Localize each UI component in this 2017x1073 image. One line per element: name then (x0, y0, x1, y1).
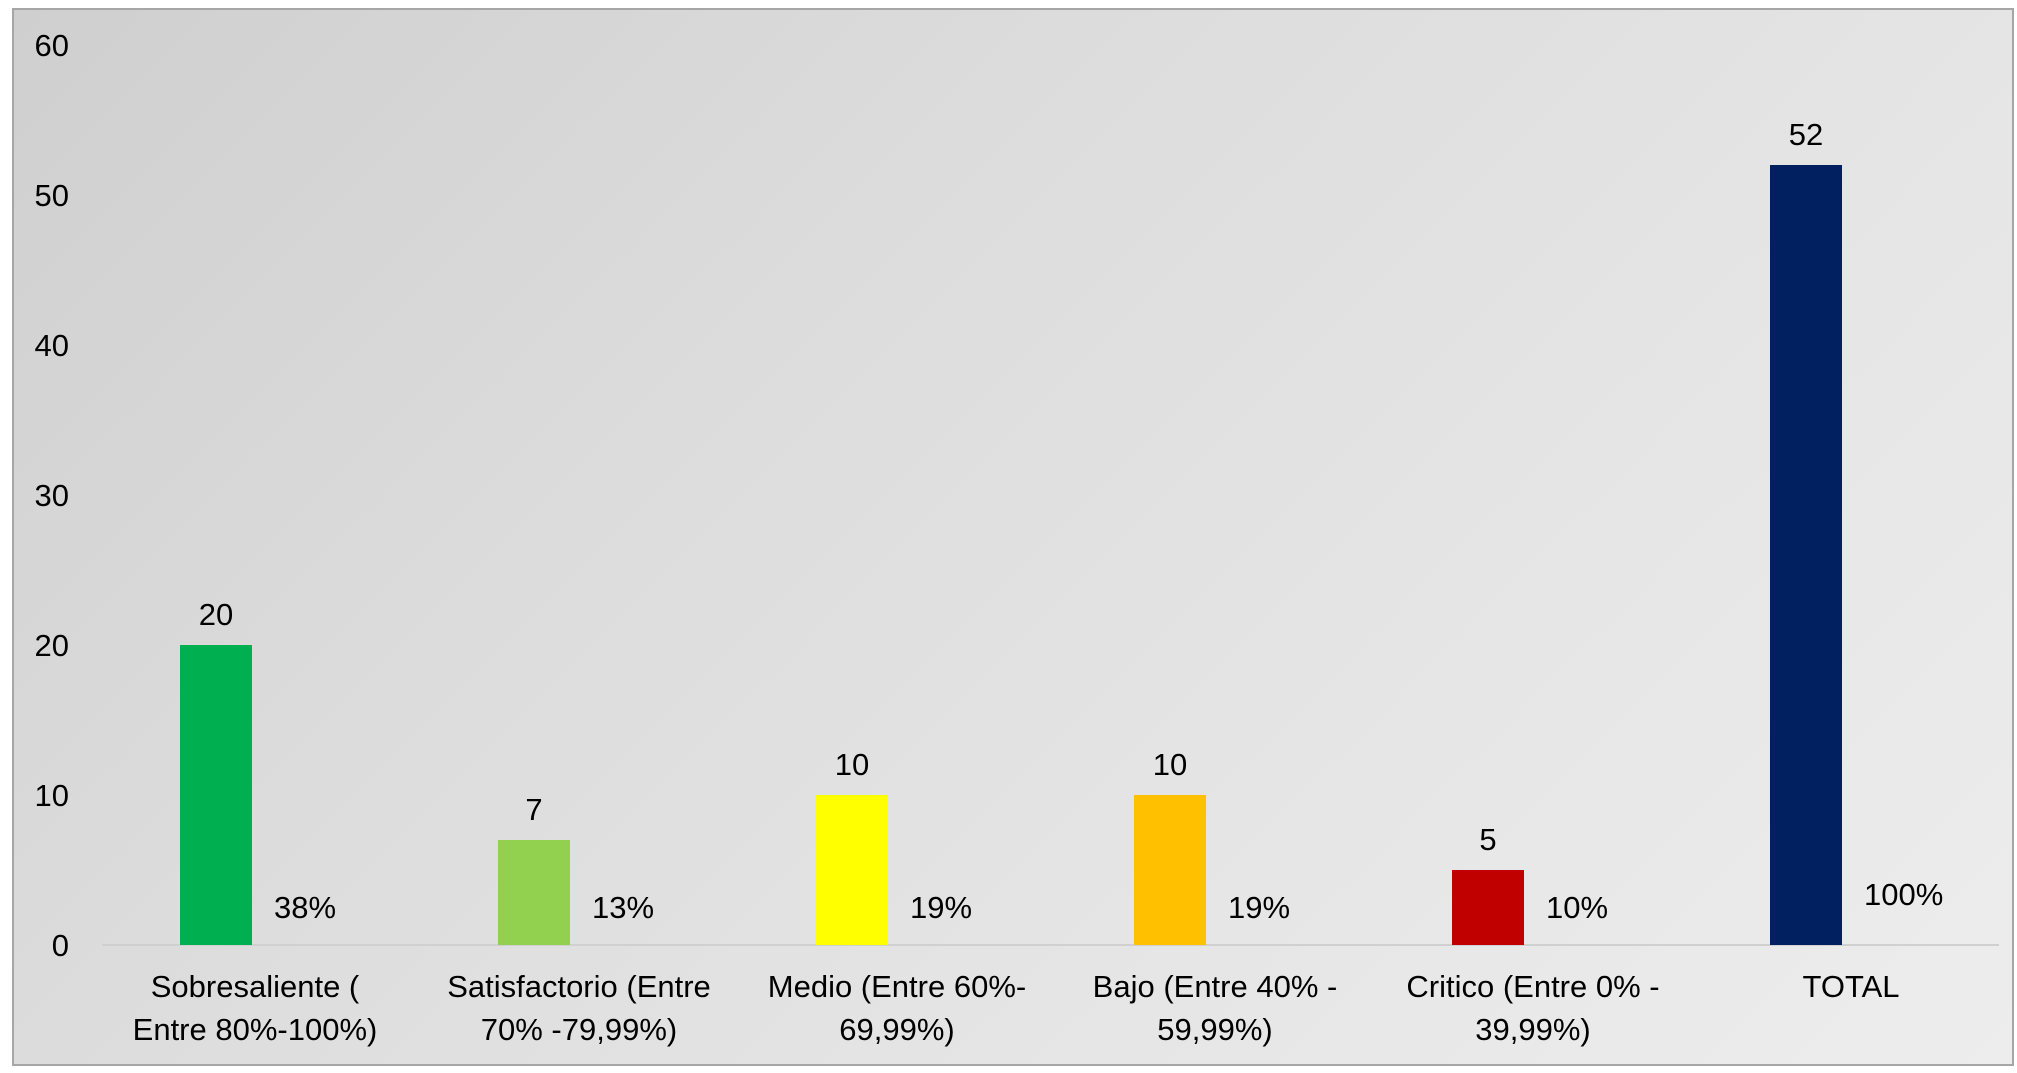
percent-label: 10% (1546, 890, 1608, 925)
y-tick-label: 50 (35, 178, 69, 213)
y-tick-label: 40 (35, 328, 69, 363)
category-label: Bajo (Entre 40% - 59,99%) (1093, 969, 1338, 1047)
category-label-line: Sobresaliente ( (151, 969, 360, 1004)
category-label-line: Critico (Entre 0% - (1406, 969, 1659, 1004)
y-tick-label: 20 (35, 628, 69, 663)
category-label-line: TOTAL (1802, 969, 1899, 1004)
category-label-line: 69,99%) (839, 1012, 954, 1047)
value-label: 52 (1789, 117, 1823, 152)
bar (1770, 165, 1842, 945)
value-label: 20 (199, 597, 233, 632)
category-label-line: Entre 80%-100%) (133, 1012, 378, 1047)
y-tick-label: 10 (35, 778, 69, 813)
percent-label: 19% (1228, 890, 1290, 925)
category-label-line: 59,99%) (1157, 1012, 1272, 1047)
category-label: Satisfactorio (Entre 70% -79,99%) (447, 969, 711, 1047)
bar (1134, 795, 1206, 945)
y-tick-label: 60 (35, 28, 69, 63)
category-label-line: Medio (Entre 60%- (768, 969, 1026, 1004)
category-label: TOTAL (1802, 969, 1899, 1004)
value-label: 10 (1153, 747, 1187, 782)
percent-label: 38% (274, 890, 336, 925)
y-axis: 0 10 20 30 40 50 60 (35, 28, 69, 963)
category-label: Sobresaliente ( Entre 80%-100%) (133, 969, 378, 1047)
category-label: Critico (Entre 0% - 39,99%) (1406, 969, 1659, 1047)
category-label-line: Satisfactorio (Entre (447, 969, 711, 1004)
bar (498, 840, 570, 945)
percent-label: 100% (1864, 877, 1943, 912)
bar (1452, 870, 1524, 945)
percent-labels: 38% 13% 19% 19% 10% 100% (274, 877, 1943, 925)
bar-chart: 0 10 20 30 40 50 60 20 7 10 10 5 52 38% 13% 19% 19% 10%… (35, 28, 1999, 1047)
bars (180, 165, 1842, 945)
category-label: Medio (Entre 60%- 69,99%) (768, 969, 1026, 1047)
value-labels: 20 7 10 10 5 52 (199, 117, 1823, 857)
chart-frame: 0 10 20 30 40 50 60 20 7 10 10 5 52 38% 13% 19% 19% 10%… (12, 8, 2014, 1066)
category-labels: Sobresaliente ( Entre 80%-100%) Satisfacto… (133, 969, 1900, 1047)
percent-label: 13% (592, 890, 654, 925)
y-tick-label: 0 (52, 928, 69, 963)
value-label: 7 (525, 792, 542, 827)
category-label-line: Bajo (Entre 40% - (1093, 969, 1338, 1004)
category-label-line: 70% -79,99%) (481, 1012, 677, 1047)
value-label: 5 (1479, 822, 1496, 857)
bar (816, 795, 888, 945)
category-label-line: 39,99%) (1475, 1012, 1590, 1047)
bar (180, 645, 252, 945)
value-label: 10 (835, 747, 869, 782)
percent-label: 19% (910, 890, 972, 925)
y-tick-label: 30 (35, 478, 69, 513)
